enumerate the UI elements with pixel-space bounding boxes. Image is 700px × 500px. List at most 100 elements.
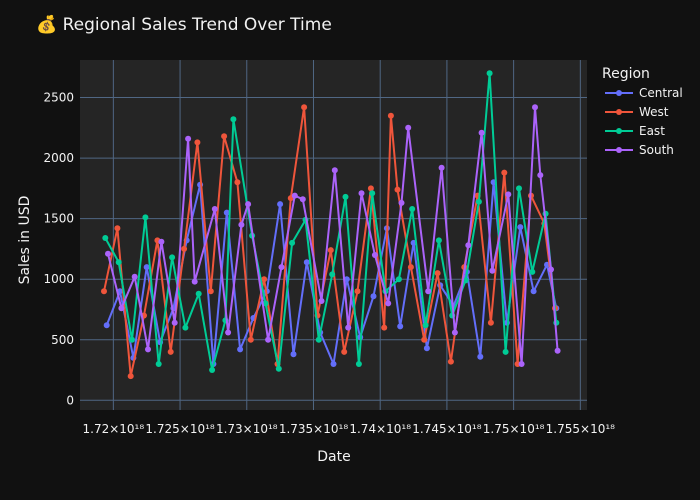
data-point [212,206,218,212]
x-tick-label: 1.725×10¹⁸ [145,422,214,436]
data-point [301,104,307,110]
data-point [181,246,187,252]
data-point [548,267,554,273]
data-point [436,237,442,243]
data-point [369,190,375,196]
data-point [132,274,138,280]
data-point [114,225,120,231]
data-point [129,337,135,343]
data-point [248,337,254,343]
data-point [102,235,108,241]
data-point [277,201,283,207]
data-point [156,361,162,367]
data-point [476,199,482,205]
data-point [396,276,402,282]
x-tick-labels: 1.72×10¹⁸ 1.725×10¹⁸ 1.73×10¹⁸ 1.735×10¹⁸ 1.… [83,422,616,436]
data-point [424,345,430,351]
data-point [397,323,403,329]
data-point [300,196,306,202]
y-tick-label: 1500 [43,212,74,226]
y-tick-label: 500 [51,333,74,347]
data-point [105,251,111,257]
data-point [168,349,174,355]
legend-marker [616,109,622,115]
data-point [329,271,335,277]
legend-item[interactable]: Central [605,86,683,100]
y-axis-title: Sales in USD [17,196,33,285]
legend-title: Region [602,66,650,82]
data-point [381,325,387,331]
legend[interactable]: Region Central West East South [602,66,683,157]
data-point [169,254,175,260]
legend-item[interactable]: West [605,105,669,119]
plot-area [80,60,587,410]
data-point [265,337,271,343]
data-point [385,300,391,306]
data-point [128,373,134,379]
legend-item[interactable]: South [605,143,674,157]
data-point [501,170,507,176]
data-point [234,179,240,185]
legend-item[interactable]: East [605,124,665,138]
legend-label: East [639,124,665,138]
data-point [341,349,347,355]
data-point [316,337,322,343]
data-point [359,190,365,196]
data-point [487,70,493,76]
x-tick-label: 1.72×10¹⁸ [83,422,145,436]
data-point [225,330,231,336]
data-point [489,268,495,274]
legend-marker [616,147,622,153]
data-point [182,325,188,331]
data-point [237,346,243,352]
data-point [332,167,338,173]
data-point [279,264,285,270]
legend-label: West [639,105,669,119]
data-point [399,200,405,206]
data-point [245,201,251,207]
data-point [477,354,483,360]
data-point [371,293,377,299]
data-point [465,242,471,248]
x-tick-label: 1.735×10¹⁸ [279,422,348,436]
data-point [409,206,415,212]
data-point [355,288,361,294]
data-point [331,361,337,367]
data-point [505,191,511,197]
data-point [158,239,164,245]
chart-title: 💰 Regional Sales Trend Over Time [36,14,332,35]
data-point [372,252,378,258]
x-axis-title: Date [317,449,350,465]
data-point [104,322,110,328]
data-point [529,269,535,275]
data-point [101,288,107,294]
data-point [172,320,178,326]
data-point [292,193,298,199]
y-tick-label: 1000 [43,272,74,286]
data-point [208,288,214,294]
legend-label: South [639,143,674,157]
data-point [238,222,244,228]
data-point [192,279,198,285]
x-tick-label: 1.75×10¹⁸ [483,422,545,436]
data-point [356,361,362,367]
data-point [291,351,297,357]
data-point [408,264,414,270]
data-point [517,224,523,230]
data-point [145,346,151,352]
x-tick-label: 1.73×10¹⁸ [216,422,278,436]
x-tick-label: 1.755×10¹⁸ [546,422,615,436]
data-point [395,187,401,193]
data-point [304,259,310,265]
data-point [276,366,282,372]
data-point [118,305,124,311]
data-point [185,136,191,142]
data-point [423,322,429,328]
legend-marker [616,128,622,134]
x-tick-label: 1.74×10¹⁸ [349,422,411,436]
data-point [425,288,431,294]
data-point [319,298,325,304]
y-tick-label: 2500 [43,91,74,105]
